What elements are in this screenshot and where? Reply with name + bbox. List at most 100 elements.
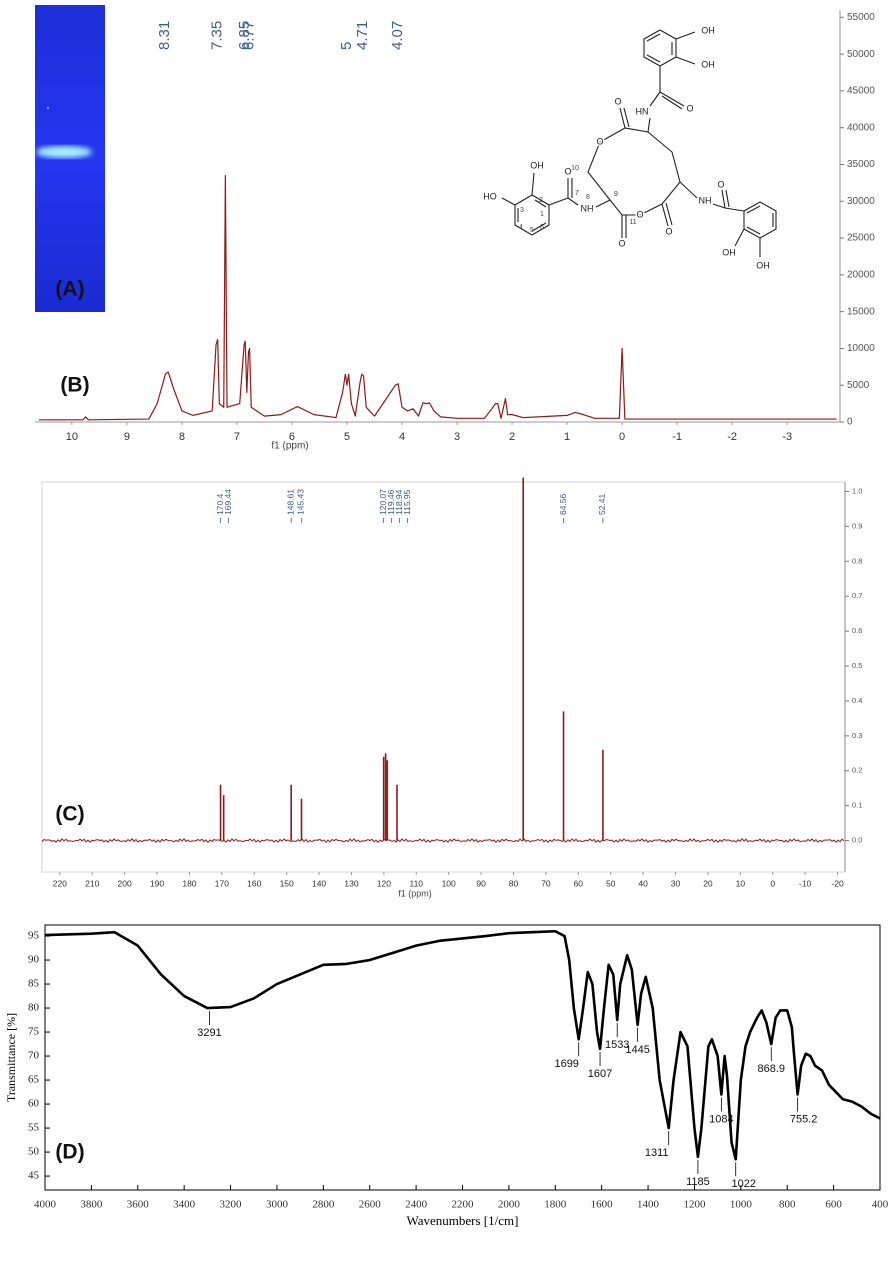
peak-label: 170.4 xyxy=(215,493,225,515)
peak-label: 119.46 xyxy=(386,489,396,515)
x-tick-label: 40 xyxy=(638,878,648,888)
x-tick-label: 800 xyxy=(779,1199,796,1211)
atom-number: 11 xyxy=(629,219,636,226)
x-tick-label: 2800 xyxy=(312,1199,335,1211)
atom-label: O xyxy=(636,209,643,219)
atom-number: 5 xyxy=(530,227,534,234)
atom-label: O xyxy=(564,166,571,176)
peak-label: 169.44 xyxy=(223,489,233,515)
x-tick-label: -3 xyxy=(782,431,792,443)
atom-label: OH xyxy=(701,59,715,69)
x-tick-label: -2 xyxy=(727,431,737,443)
x-tick-label: 1800 xyxy=(544,1199,567,1211)
x-tick-label: 1 xyxy=(564,431,570,443)
y-tick-label: 0.3 xyxy=(852,731,862,740)
y-tick-label: 60 xyxy=(28,1098,40,1110)
x-tick-label: 4 xyxy=(399,431,405,443)
x-tick-label: 160 xyxy=(247,878,261,888)
peak-label: 64.56 xyxy=(558,493,568,515)
tlc-image xyxy=(35,5,105,312)
x-tick-label: 2200 xyxy=(452,1199,475,1211)
y-tick-label: 0.0 xyxy=(852,836,862,845)
x-tick-label: 1200 xyxy=(683,1199,706,1211)
y-tick-label: 0.9 xyxy=(852,521,862,530)
y-tick-label: 50 xyxy=(28,1146,40,1158)
y-tick-label: 40000 xyxy=(847,122,875,133)
peak-label: 6.85 xyxy=(236,21,253,50)
y-tick-label: 10000 xyxy=(847,343,875,354)
y-tick-label: 50000 xyxy=(847,49,875,60)
y-tick-label: 35000 xyxy=(847,159,875,170)
panel-label: (B) xyxy=(60,374,89,397)
atom-number: 8 xyxy=(586,194,590,201)
y-tick-label: 85 xyxy=(28,978,40,990)
y-tick-label: 30000 xyxy=(847,196,875,207)
peak-label: 755.2 xyxy=(790,1113,818,1125)
y-tick-label: 0.8 xyxy=(852,556,862,565)
atom-label: O xyxy=(596,136,603,146)
x-tick-label: 2 xyxy=(509,431,515,443)
atom-label: O xyxy=(665,226,672,236)
atom-number: 10 xyxy=(571,165,579,172)
x-axis-label: Wavenumbers [1/cm] xyxy=(407,1213,519,1228)
peak-label: 1699 xyxy=(554,1058,578,1070)
atom-number: 3 xyxy=(520,207,524,214)
x-tick-label: 2000 xyxy=(498,1199,521,1211)
x-tick-label: 10 xyxy=(66,431,78,443)
atom-label: OH xyxy=(756,260,770,270)
x-tick-label: 70 xyxy=(541,878,551,888)
atom-number: 6 xyxy=(540,224,544,231)
peak-label: 6.77 xyxy=(241,21,258,50)
x-tick-label: 120 xyxy=(377,878,391,888)
atom-label: OH xyxy=(701,25,715,35)
x-tick-label: 110 xyxy=(409,878,423,888)
peak-label: 8.31 xyxy=(156,21,173,50)
peak-label: 118.94 xyxy=(394,489,404,515)
peak-label: 1022 xyxy=(731,1178,755,1190)
atom-number: 9 xyxy=(614,191,618,198)
atom-label: NH xyxy=(581,203,594,213)
x-tick-label: 100 xyxy=(442,878,456,888)
x-tick-label: 3400 xyxy=(173,1199,196,1211)
y-tick-label: 90 xyxy=(28,954,40,966)
atom-number: 1 xyxy=(540,211,544,218)
y-tick-label: 65 xyxy=(28,1074,40,1086)
x-tick-label: 0 xyxy=(770,878,775,888)
atom-number: 4 xyxy=(519,224,523,231)
y-tick-label: 70 xyxy=(28,1050,40,1062)
y-tick-label: 15000 xyxy=(847,306,875,317)
x-tick-label: -1 xyxy=(672,431,682,443)
peak-label: 3291 xyxy=(197,1027,221,1039)
peak-label: 4.07 xyxy=(389,21,406,50)
y-axis-label: Transmittance [%] xyxy=(4,1013,18,1102)
y-tick-label: 55 xyxy=(28,1122,40,1134)
x-tick-label: 9 xyxy=(124,431,130,443)
x-tick-label: 170 xyxy=(215,878,229,888)
peak-label: 120.07 xyxy=(378,489,388,515)
y-tick-label: 25000 xyxy=(847,233,875,244)
y-tick-label: 0.4 xyxy=(852,696,862,705)
x-tick-label: 140 xyxy=(312,878,326,888)
x-tick-label: 200 xyxy=(118,878,132,888)
x-tick-label: 3800 xyxy=(80,1199,103,1211)
y-tick-label: 0 xyxy=(847,417,853,428)
x-tick-label: 220 xyxy=(53,878,67,888)
peak-label: 115.95 xyxy=(402,489,412,515)
x-tick-label: 2400 xyxy=(405,1199,428,1211)
x-tick-label: 6 xyxy=(289,431,295,443)
x-tick-label: 400 xyxy=(872,1199,889,1211)
tlc-plate: (A) xyxy=(35,5,105,312)
y-tick-label: 0.6 xyxy=(852,626,862,635)
peak-label: 5 xyxy=(338,42,355,50)
peak-label: 868.9 xyxy=(757,1063,785,1075)
x-tick-label: 130 xyxy=(344,878,358,888)
x-tick-label: -20 xyxy=(831,878,844,888)
peak-label: 52.41 xyxy=(597,493,607,515)
peak-label: 4.71 xyxy=(354,21,371,50)
atom-label: O xyxy=(686,103,693,113)
atom-label: OH xyxy=(722,247,736,257)
y-tick-label: 80 xyxy=(28,1002,40,1014)
x-tick-label: 190 xyxy=(150,878,164,888)
y-tick-label: 45 xyxy=(28,1170,40,1182)
